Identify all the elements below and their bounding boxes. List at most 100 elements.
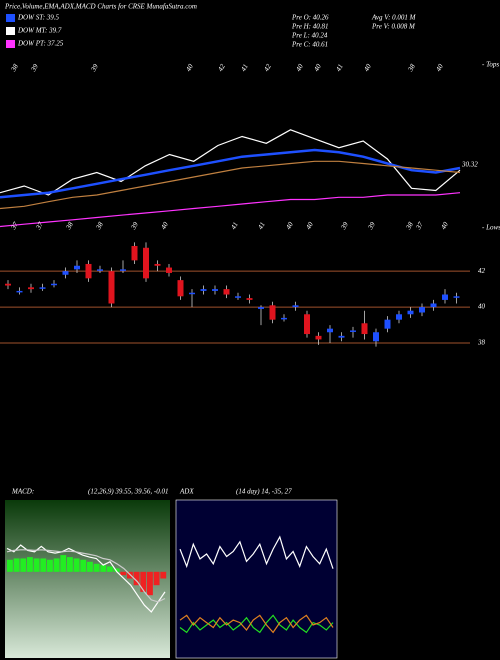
legend-label: DOW MT: 39.7 xyxy=(17,27,62,35)
legend-label: DOW ST: 39.5 xyxy=(17,14,60,22)
candle-body xyxy=(419,307,425,313)
candle-body xyxy=(327,328,333,333)
series-line xyxy=(179,614,334,634)
volume-stat: Pre V: 0.008 M xyxy=(371,23,416,31)
series-line xyxy=(0,129,461,196)
candle-body xyxy=(16,290,23,293)
top-label: 41 xyxy=(239,63,249,73)
candle-body xyxy=(108,271,115,304)
low-label: 41 xyxy=(229,221,239,231)
y-tick-label: 38 xyxy=(477,339,486,347)
histogram-bar xyxy=(87,561,93,572)
low-label: 40 xyxy=(439,220,450,230)
candle-body xyxy=(154,263,161,266)
candle-body xyxy=(74,265,80,270)
panel-title: MACD: xyxy=(11,488,34,496)
top-label: 40 xyxy=(184,62,195,72)
histogram-bar xyxy=(27,557,33,572)
legend-label: DOW PT: 37.25 xyxy=(17,40,64,48)
histogram-bar xyxy=(147,571,153,596)
low-label: 39 xyxy=(129,220,140,231)
candle-body xyxy=(200,289,207,291)
low-label: 38 xyxy=(404,220,415,231)
series-line xyxy=(179,614,334,634)
top-label: 39 xyxy=(89,62,100,73)
series-line xyxy=(179,535,334,569)
candle-body xyxy=(51,283,57,286)
top-label: 38 xyxy=(406,62,417,73)
low-label: 37 xyxy=(9,220,20,231)
candle-body xyxy=(189,292,195,295)
histogram-bar xyxy=(153,571,160,586)
histogram-bar xyxy=(107,566,113,572)
low-label: 37 xyxy=(34,220,45,231)
candle-body xyxy=(143,247,149,279)
y-tick-label: 42 xyxy=(478,267,486,275)
candle-body xyxy=(97,269,103,271)
histogram-bar xyxy=(140,571,147,592)
lows-label: - Lows xyxy=(482,224,500,232)
low-label: 38 xyxy=(64,220,75,231)
low-label: 39 xyxy=(366,220,377,231)
candle-body xyxy=(177,280,184,297)
page-title: Price,Volume,EMA,ADX,MACD Charts for CRS… xyxy=(4,3,197,11)
candle-body xyxy=(120,269,126,271)
candle-body xyxy=(373,332,379,342)
low-label: 38 xyxy=(94,220,105,231)
legend-swatch xyxy=(6,14,15,22)
candle-body xyxy=(281,317,287,320)
series-line xyxy=(0,160,461,210)
y-tick-label: 40 xyxy=(478,303,486,311)
top-label: 40 xyxy=(294,62,305,72)
series-line xyxy=(6,549,166,603)
histogram-bar xyxy=(33,558,40,572)
low-label: 41 xyxy=(256,221,266,231)
candle-body xyxy=(85,263,92,279)
candle-body xyxy=(407,310,414,315)
candle-body xyxy=(430,303,437,308)
histogram-bar xyxy=(13,558,20,572)
series-line xyxy=(0,192,461,228)
candle-body xyxy=(235,296,241,298)
price-stat: Pre O: 40.26 xyxy=(291,14,329,22)
low-label: 40 xyxy=(304,220,315,230)
candle-body xyxy=(338,335,345,338)
candle-body xyxy=(292,305,299,308)
histogram-bar xyxy=(40,558,47,572)
histogram-bar xyxy=(100,565,107,572)
histogram-bar xyxy=(160,571,167,579)
candle-body xyxy=(246,298,253,300)
candle-body xyxy=(269,305,276,320)
histogram-bar xyxy=(7,559,13,572)
price-stat: Pre C: 40.61 xyxy=(291,41,328,49)
candle-body xyxy=(131,245,138,261)
candle-body xyxy=(361,323,368,335)
histogram-bar xyxy=(120,571,127,576)
series-line xyxy=(6,544,166,613)
panel-subtitle: (12,26,9) 39.55, 39.56, -0.01 xyxy=(88,488,169,496)
legend-swatch xyxy=(6,27,15,35)
top-label: 40 xyxy=(434,62,445,72)
candle-body xyxy=(62,271,69,275)
candle-body xyxy=(166,267,172,273)
candle-body xyxy=(258,307,264,309)
candle-body xyxy=(223,289,230,295)
candle-body xyxy=(442,294,448,300)
price-stat: Pre H: 40.81 xyxy=(291,23,328,31)
top-label: 40 xyxy=(362,62,373,72)
histogram-bar xyxy=(67,557,73,572)
histogram-bar xyxy=(47,559,53,572)
panel-title: ADX xyxy=(179,488,194,496)
histogram-bar xyxy=(133,571,140,586)
top-label: 42 xyxy=(216,62,227,72)
histogram-bar xyxy=(53,558,60,572)
candle-body xyxy=(396,314,402,320)
top-label: 42 xyxy=(262,62,273,72)
tops-label: - Tops xyxy=(482,61,499,69)
candle-body xyxy=(39,287,46,289)
candle-body xyxy=(384,319,391,329)
low-label: 40 xyxy=(159,220,170,230)
candle-body xyxy=(315,335,322,340)
series-line xyxy=(0,148,461,199)
